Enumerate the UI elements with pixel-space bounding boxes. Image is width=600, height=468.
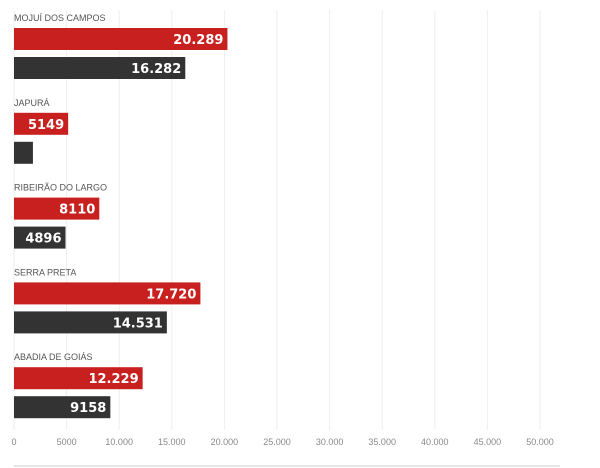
bar-dark — [14, 226, 66, 249]
x-tick-label: 30.000 — [316, 437, 344, 447]
value-label: 20.289 — [173, 33, 223, 48]
value-label: 4896 — [25, 232, 61, 247]
value-label: 9158 — [70, 401, 106, 416]
x-axis: 0 5000 10.000 15.000 20.000 25.000 30.000 35.00… — [11, 437, 560, 467]
x-tick-label: 45.000 — [474, 437, 502, 447]
bar-dark — [14, 396, 111, 419]
bar-red — [14, 282, 201, 305]
category-label: SERRA PRETA — [14, 267, 76, 277]
x-tick-label: 35.000 — [368, 437, 396, 447]
bar-red — [14, 28, 228, 50]
category-label: MOJUÍ DOS CAMPOS — [14, 13, 106, 23]
value-label: 12.229 — [88, 372, 138, 387]
bar-red — [14, 197, 100, 220]
x-tick-label: 5000 — [57, 437, 77, 447]
value-label: 17.720 — [146, 287, 196, 302]
bar-dark — [14, 311, 167, 334]
bar-red — [14, 367, 143, 390]
category-label: JAPURÁ — [14, 98, 50, 108]
x-tick-label: 50.000 — [526, 437, 554, 447]
category-label: RIBEIRÃO DO LARGO — [14, 183, 107, 193]
bar-dark — [14, 57, 186, 79]
value-label: 14.531 — [113, 316, 163, 331]
x-tick-label: 15.000 — [158, 437, 186, 447]
category-label: ABADIA DE GOIÁS — [14, 352, 93, 362]
x-tick-label: 25.000 — [263, 437, 291, 447]
x-tick-label: 20.000 — [211, 437, 239, 447]
value-label: 8110 — [59, 203, 95, 218]
value-label: 5149 — [28, 118, 64, 133]
bars: MOJUÍ DOS CAMPOS 20.289 16.282 JAPURÁ 5149 RI… — [14, 13, 228, 419]
x-tick-label: 40.000 — [421, 437, 449, 447]
x-tick-label: 0 — [11, 437, 16, 447]
x-tick-label: 10.000 — [105, 437, 133, 447]
bar-dark — [14, 141, 33, 164]
value-label: 16.282 — [131, 62, 181, 77]
grid-lines — [13, 10, 541, 430]
bar-red — [14, 112, 69, 135]
